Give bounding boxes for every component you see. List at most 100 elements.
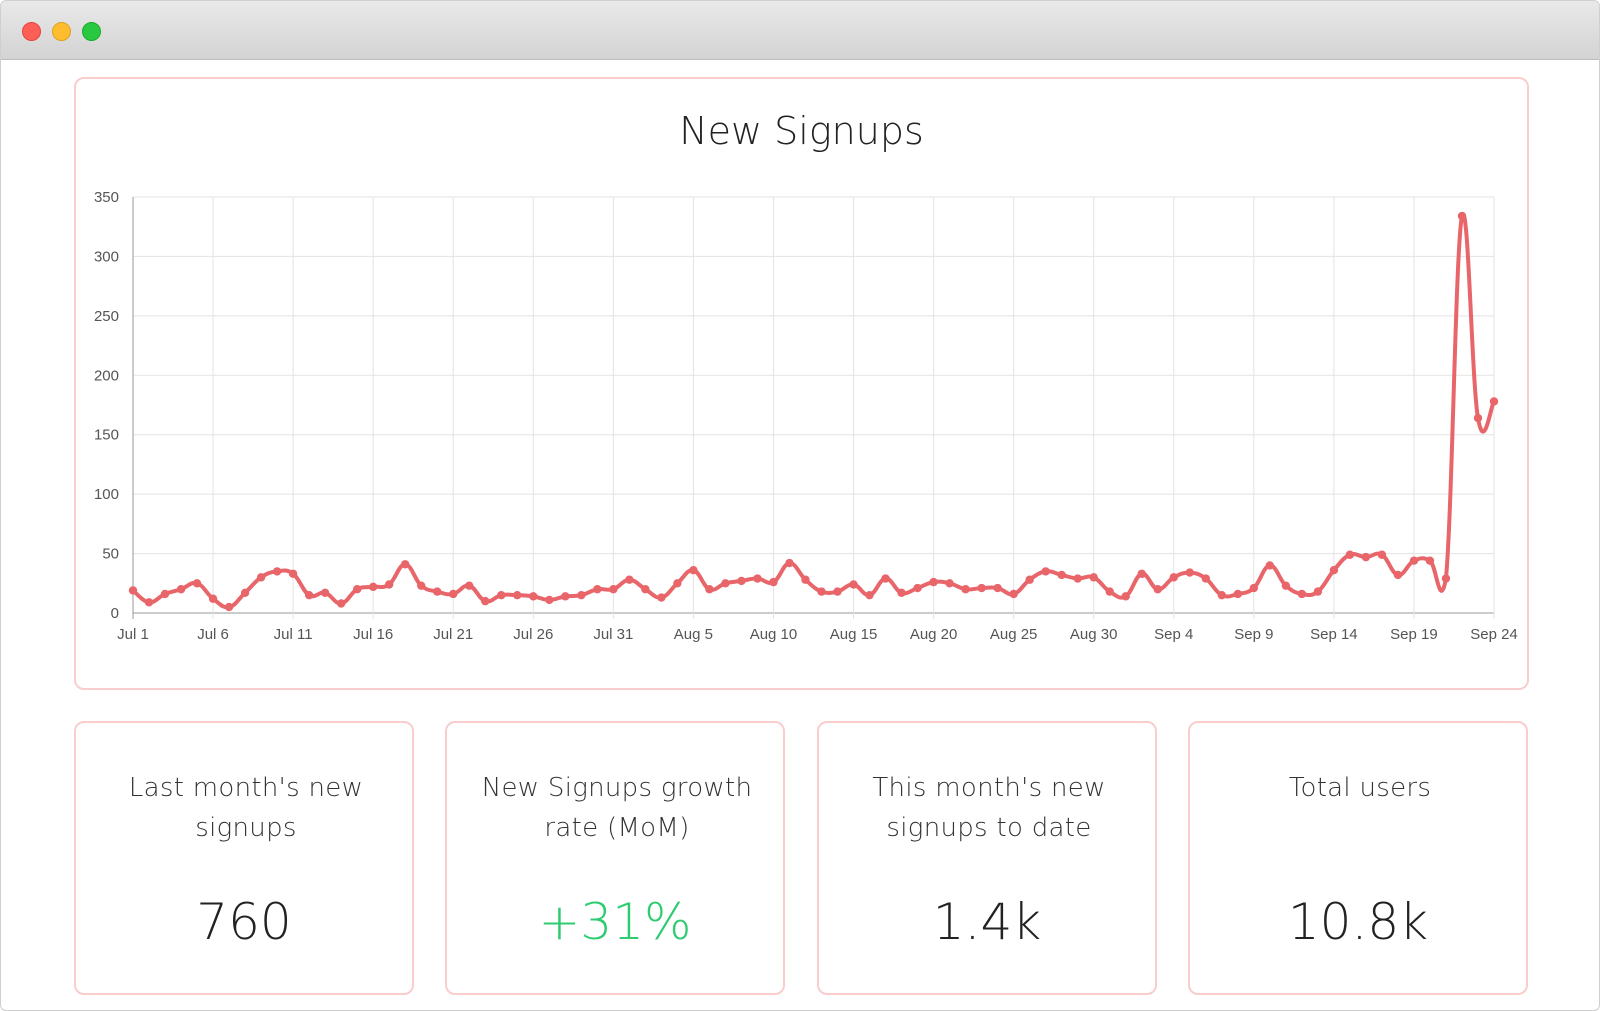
card-value: 10.8k xyxy=(1287,893,1429,951)
data-point xyxy=(336,599,346,608)
data-point xyxy=(256,573,266,582)
data-point xyxy=(1265,561,1275,570)
data-point xyxy=(545,595,554,605)
data-point xyxy=(961,585,970,594)
data-point xyxy=(1009,589,1018,599)
x-tick-label: Sep 4 xyxy=(1154,626,1193,643)
data-point xyxy=(913,583,922,593)
data-point xyxy=(769,577,778,587)
data-point xyxy=(497,590,506,600)
x-tick-label: Aug 5 xyxy=(674,626,713,643)
data-point xyxy=(449,589,458,599)
data-point xyxy=(625,575,634,584)
card-value: 1.4k xyxy=(932,893,1042,951)
data-point xyxy=(208,594,218,603)
data-point xyxy=(513,590,522,600)
close-window-button[interactable] xyxy=(22,22,41,41)
data-point xyxy=(1441,574,1451,583)
data-point xyxy=(1153,585,1162,594)
data-point xyxy=(945,579,954,588)
data-point xyxy=(1425,556,1435,565)
data-point xyxy=(417,581,426,590)
data-point xyxy=(561,592,570,601)
data-point xyxy=(352,585,362,594)
data-point xyxy=(1297,589,1307,599)
data-point xyxy=(1489,397,1499,406)
data-point xyxy=(481,596,490,606)
data-point xyxy=(1185,568,1194,577)
data-point xyxy=(881,574,890,583)
data-point xyxy=(737,576,746,586)
signups-series-line xyxy=(131,212,1496,610)
data-point xyxy=(304,590,314,600)
y-tick-label: 350 xyxy=(94,189,119,206)
data-point xyxy=(433,587,442,596)
x-tick-label: Jul 16 xyxy=(353,626,393,643)
data-point xyxy=(1393,570,1403,580)
data-point xyxy=(1249,583,1259,593)
data-point xyxy=(192,579,202,588)
data-point xyxy=(144,598,154,607)
data-point xyxy=(1457,211,1467,221)
data-point xyxy=(1057,570,1066,580)
data-point xyxy=(1345,550,1355,559)
data-point xyxy=(577,590,586,600)
card-label: This month's new signups to date xyxy=(872,773,1106,843)
data-point xyxy=(1361,552,1371,562)
data-point xyxy=(1377,550,1387,559)
minimize-window-button[interactable] xyxy=(52,22,71,41)
data-point xyxy=(1137,569,1146,578)
card-value: 760 xyxy=(196,893,292,951)
data-point xyxy=(1121,592,1130,601)
data-point xyxy=(673,579,682,588)
new-signups-line-chart: 0 50 100 150 200 250 300 350 Jul 1 Jul 6 Jul 11 Jul… xyxy=(94,189,1518,643)
data-point xyxy=(1105,587,1114,596)
data-point xyxy=(817,587,826,596)
data-point xyxy=(224,602,234,612)
data-point xyxy=(1169,573,1178,582)
x-tick-label: Sep 24 xyxy=(1470,626,1518,643)
y-tick-label: 0 xyxy=(111,605,119,622)
data-point xyxy=(641,585,650,594)
y-tick-label: 250 xyxy=(94,308,119,325)
data-point xyxy=(721,579,730,588)
card-label: Last month's new signups xyxy=(128,773,364,843)
y-tick-label: 300 xyxy=(94,248,119,265)
data-point xyxy=(1041,567,1050,576)
window-titlebar xyxy=(1,1,1599,60)
x-tick-label: Aug 25 xyxy=(990,626,1038,643)
card-growth-rate: New Signups growth rate (MoM) +31% xyxy=(445,721,785,995)
maximize-window-button[interactable] xyxy=(82,22,101,41)
x-tick-label: Aug 20 xyxy=(910,626,958,643)
data-point xyxy=(529,592,538,601)
x-tick-label: Jul 21 xyxy=(433,626,473,643)
card-label: New Signups growth rate (MoM) xyxy=(481,773,753,843)
data-point xyxy=(785,558,794,568)
x-tick-label: Aug 30 xyxy=(1070,626,1118,643)
data-point xyxy=(465,581,474,590)
data-point xyxy=(657,593,666,602)
x-tick-label: Jul 31 xyxy=(593,626,633,643)
data-point xyxy=(384,580,394,589)
data-point xyxy=(609,585,618,594)
x-tick-label: Sep 14 xyxy=(1310,626,1358,643)
data-point xyxy=(288,569,298,578)
card-total-users: Total users 10.8k xyxy=(1188,721,1528,995)
data-point xyxy=(929,577,938,587)
data-point xyxy=(1473,413,1483,423)
data-point xyxy=(977,583,986,593)
card-value: +31% xyxy=(538,893,692,951)
data-point xyxy=(897,588,906,597)
data-point xyxy=(1409,556,1419,565)
data-point xyxy=(1025,575,1034,584)
data-point xyxy=(753,574,762,583)
data-point xyxy=(865,590,874,600)
data-point xyxy=(240,588,250,597)
x-tick-label: Jul 1 xyxy=(117,626,149,643)
data-point xyxy=(993,583,1002,593)
data-point xyxy=(833,587,842,596)
data-point xyxy=(320,588,330,597)
data-point xyxy=(1073,574,1082,583)
y-tick-label: 200 xyxy=(94,367,119,384)
